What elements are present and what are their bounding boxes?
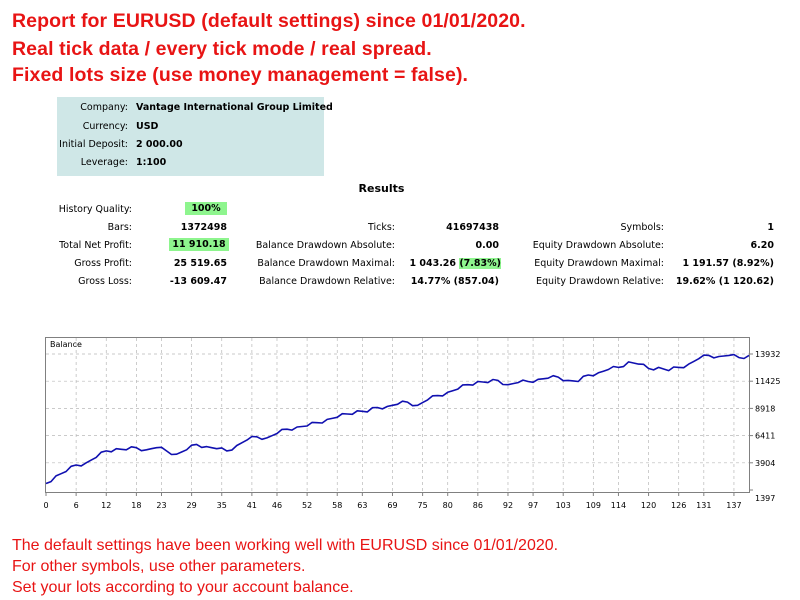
x-tick-label: 6 (74, 501, 79, 510)
leverage-label: Leverage: (80, 157, 128, 168)
x-tick-label: 52 (302, 501, 312, 510)
x-tick-label: 86 (473, 501, 483, 510)
gross-profit-label: Gross Profit: (74, 258, 132, 269)
x-tick-label: 97 (528, 501, 538, 510)
history-quality-value: 100% (185, 202, 227, 215)
equity-dd-maximal-value: 1 191.57 (8.92%) (682, 258, 774, 269)
balance-line (45, 353, 750, 485)
x-tick-label: 35 (217, 501, 227, 510)
deposit-value: 2 000.00 (136, 139, 183, 150)
y-tick-label: 8918 (755, 404, 775, 413)
x-tick-label: 131 (696, 501, 711, 510)
balance-dd-maximal-text: 1 043.26 (7.83%) (409, 258, 501, 269)
chart-ticks: 0 6 12 18 23 29 35 41 46 52 58 63 69 75 80 86 92 97 103 109… (43, 350, 780, 510)
leverage-row: Leverage: 1:100 (81, 157, 167, 168)
company-value: Vantage International Group Limited (136, 102, 333, 113)
bars-label: Bars: (107, 222, 132, 233)
deposit-label: Initial Deposit: (59, 139, 128, 150)
balance-dd-absolute-value: 0.00 (475, 240, 499, 251)
balance-dd-maximal-percent-highlight: (7.83%) (459, 258, 501, 269)
headline-3: Fixed lots size (use money management = … (12, 64, 469, 86)
y-tick-label: 11425 (755, 377, 780, 386)
company-label: Company: (80, 102, 128, 113)
balance-dd-maximal-value: 1 043.26 (7.83%) (409, 258, 501, 269)
x-tick-label: 103 (556, 501, 571, 510)
currency-row: Currency: USD (83, 121, 159, 132)
equity-dd-absolute-label: Equity Drawdown Absolute: (532, 240, 664, 251)
ticks-value: 41697438 (446, 222, 499, 233)
x-tick-label: 29 (187, 501, 197, 510)
chart-series (45, 353, 750, 485)
balance-dd-relative-label: Balance Drawdown Relative: (259, 276, 395, 287)
equity-dd-absolute-value: 6.20 (750, 240, 774, 251)
gross-profit-value: 25 519.65 (173, 258, 227, 269)
balance-dd-relative-value: 14.77% (857.04) (410, 276, 499, 287)
x-tick-label: 18 (131, 501, 141, 510)
bars-value: 1372498 (180, 222, 227, 233)
x-tick-label: 137 (726, 501, 741, 510)
ticks-label: Ticks: (367, 222, 395, 233)
x-tick-label: 58 (332, 501, 342, 510)
symbols-value: 1 (767, 222, 774, 233)
x-tick-label: 80 (443, 501, 453, 510)
x-tick-label: 69 (387, 501, 397, 510)
footer-line-1: The default settings have been working w… (12, 537, 559, 554)
history-quality-label: History Quality: (58, 204, 132, 215)
company-row: Company: Vantage International Group Lim… (80, 102, 333, 113)
equity-dd-relative-value: 19.62% (1 120.62) (675, 276, 774, 287)
x-tick-label: 41 (247, 501, 257, 510)
footer-line-3: Set your lots according to your account … (12, 579, 354, 596)
x-tick-label: 12 (101, 501, 111, 510)
symbols-label: Symbols: (620, 222, 664, 233)
leverage-value: 1:100 (136, 157, 167, 168)
x-tick-label: 75 (418, 501, 428, 510)
headline-2: Real tick data / every tick mode / real … (12, 38, 432, 60)
x-tick-label: 46 (272, 501, 282, 510)
x-tick-label: 0 (43, 501, 48, 510)
x-tick-label: 23 (156, 501, 166, 510)
x-tick-label: 63 (357, 501, 367, 510)
chart-grid (46, 338, 749, 492)
y-tick-label: 3904 (755, 459, 775, 468)
footer-line-2: For other symbols, use other parameters. (12, 558, 306, 575)
currency-label: Currency: (82, 121, 128, 132)
currency-value: USD (136, 121, 159, 132)
chart-legend-balance: Balance (50, 340, 82, 349)
chart-plot-frame (45, 337, 750, 493)
deposit-row: Initial Deposit: 2 000.00 (59, 139, 183, 150)
account-info-panel: Company: Vantage International Group Lim… (57, 97, 333, 176)
gross-loss-value: -13 609.47 (169, 276, 227, 287)
balance-chart: 0 6 12 18 23 29 35 41 46 52 58 63 69 75 80 86 92 97 103 109… (43, 337, 780, 510)
y-tick-label: 1397 (755, 494, 775, 503)
x-tick-label: 109 (586, 501, 601, 510)
x-tick-label: 92 (503, 501, 513, 510)
x-tick-label: 126 (671, 501, 686, 510)
x-tick-label: 120 (641, 501, 656, 510)
equity-dd-maximal-label: Equity Drawdown Maximal: (534, 258, 664, 269)
equity-dd-relative-label: Equity Drawdown Relative: (535, 276, 664, 287)
y-tick-label: 6411 (755, 432, 775, 441)
balance-dd-maximal-label: Balance Drawdown Maximal: (257, 258, 395, 269)
x-tick-label: 114 (611, 501, 626, 510)
headline-1: Report for EURUSD (default settings) sin… (12, 10, 526, 32)
results-title: Results (358, 182, 405, 195)
balance-dd-absolute-label: Balance Drawdown Absolute: (255, 240, 395, 251)
net-profit-value: 11 910.18 (169, 238, 229, 251)
y-tick-label: 13932 (755, 350, 780, 359)
net-profit-label: Total Net Profit: (59, 240, 132, 251)
gross-loss-label: Gross Loss: (78, 276, 132, 287)
